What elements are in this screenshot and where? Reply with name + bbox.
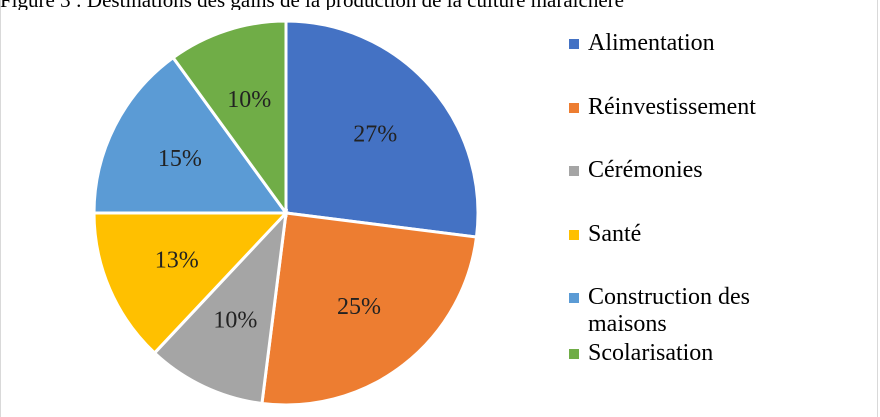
pie-slice-réinvestissement (260, 211, 479, 407)
legend-item-sante: Santé (569, 221, 828, 248)
legend-label: Construction des maisons (588, 284, 750, 337)
pie-slice-cérémonies (152, 208, 289, 406)
legend-item-reinvestissement: Réinvestissement (569, 94, 828, 121)
pie-slice-construction-des-maisons (92, 55, 289, 215)
pie-slice-alimentation (284, 19, 480, 239)
legend-item-ceremonies: Cérémonies (569, 157, 828, 184)
legend-swatch (569, 230, 579, 240)
legend-swatch (569, 166, 579, 176)
legend-item-construction-des-maisons: Construction des maisons (569, 284, 828, 338)
data-label-scolarisation: 10% (227, 87, 271, 113)
legend-swatch (569, 293, 579, 303)
legend-label: Santé (588, 221, 642, 247)
legend-swatch (569, 39, 579, 49)
legend-label: Alimentation (588, 30, 715, 56)
legend-item-scolarisation: Scolarisation (569, 340, 828, 367)
legend-label: Scolarisation (588, 340, 714, 366)
data-label-construction-des-maisons: 15% (158, 146, 202, 172)
data-label-réinvestissement: 25% (337, 294, 381, 320)
legend-label: Réinvestissement (588, 94, 756, 120)
legend-label: Cérémonies (588, 157, 703, 183)
pie-slice-scolarisation (171, 19, 288, 218)
pie-slice-santé (92, 211, 290, 356)
legend-swatch (569, 103, 579, 113)
data-label-alimentation: 27% (353, 121, 397, 147)
figure-caption: Figure 3 : Destinations des gains de la … (0, 0, 880, 10)
legend-item-alimentation: Alimentation (569, 30, 828, 57)
legend-swatch (569, 349, 579, 359)
data-label-cérémonies: 10% (213, 308, 257, 334)
data-label-santé: 13% (155, 247, 199, 273)
